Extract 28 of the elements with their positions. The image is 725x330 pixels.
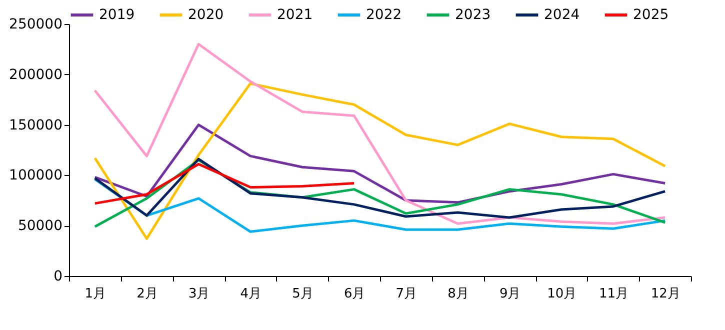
x-tick-label: 1月 [84, 286, 106, 302]
x-tick-label: 4月 [240, 286, 262, 302]
x-tick-label: 7月 [396, 286, 418, 302]
x-tick-label: 2月 [136, 286, 158, 302]
line-series [94, 162, 356, 205]
y-tick-label: 200000 [9, 66, 62, 83]
y-tick-label: 0 [54, 268, 62, 284]
y-tick-label: 50000 [18, 218, 62, 234]
legend-label: 2020 [188, 7, 224, 23]
legend-label: 2025 [633, 7, 669, 23]
x-tick-label: 10月 [547, 286, 577, 302]
x-tick-label: 6月 [344, 286, 366, 302]
x-tick-label: 3月 [188, 286, 210, 302]
y-tick-label: 150000 [9, 117, 62, 134]
y-tick-label: 250000 [9, 16, 62, 32]
x-tick-label: 9月 [499, 286, 521, 302]
x-tick-label: 5月 [292, 286, 314, 302]
legend-label: 2024 [544, 7, 580, 23]
line-series [94, 82, 666, 240]
x-tick-label: 11月 [598, 286, 629, 302]
x-tick-label: 8月 [448, 286, 469, 302]
x-tick-label: 12月 [650, 286, 680, 302]
legend-label: 2023 [455, 7, 491, 23]
legend-label: 2019 [99, 7, 135, 23]
y-tick-label: 100000 [9, 168, 62, 184]
legend-label: 2022 [366, 7, 402, 23]
line-series [94, 42, 666, 225]
legend-label: 2021 [277, 7, 313, 23]
